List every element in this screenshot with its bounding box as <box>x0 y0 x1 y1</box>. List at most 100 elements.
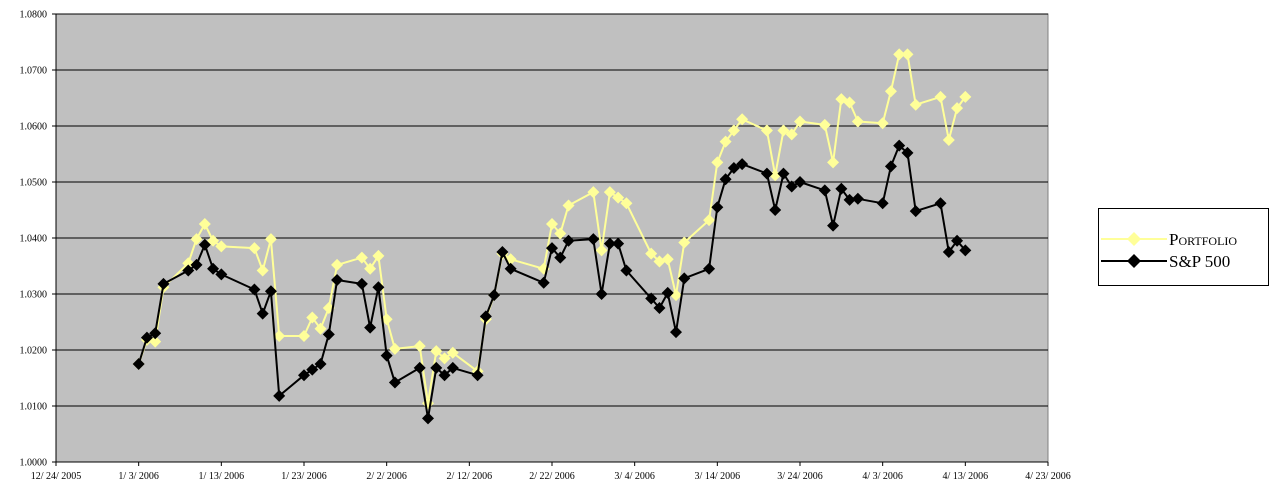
data-point <box>314 358 327 370</box>
series-layer <box>132 48 972 425</box>
data-point <box>835 182 848 195</box>
y-tick-label: 1.0000 <box>20 458 48 469</box>
data-point <box>198 238 211 251</box>
data-point <box>149 335 162 348</box>
data-point <box>719 135 732 148</box>
data-point <box>537 276 550 289</box>
data-point <box>504 262 517 275</box>
data-point <box>380 349 393 362</box>
data-point <box>157 277 170 290</box>
data-point <box>446 361 459 374</box>
data-point <box>364 321 377 334</box>
data-point <box>959 244 972 257</box>
data-point <box>603 186 616 199</box>
data-point <box>355 251 368 264</box>
data-point <box>760 124 773 137</box>
data-point <box>322 328 335 341</box>
data-point <box>777 167 790 180</box>
data-point <box>653 302 666 314</box>
data-point <box>727 124 740 137</box>
data-point <box>942 246 955 258</box>
data-point <box>446 346 459 359</box>
data-point <box>306 311 319 324</box>
data-point <box>314 322 327 335</box>
data-point <box>794 115 806 128</box>
legend-marker-portfolio <box>1101 232 1167 246</box>
y-tick-label: 1.0500 <box>20 178 48 189</box>
data-point <box>190 258 203 271</box>
x-tick-label: 1/ 23/ 2006 <box>281 471 327 482</box>
data-point <box>760 167 773 180</box>
data-point <box>884 85 897 98</box>
data-point <box>942 134 955 146</box>
data-point <box>248 283 261 296</box>
data-point <box>562 234 575 247</box>
data-point <box>645 247 658 260</box>
y-tick-label: 1.0800 <box>20 10 48 21</box>
data-point <box>620 264 633 277</box>
data-point <box>595 244 608 257</box>
legend: Portfolio S&P 500 <box>1098 208 1269 286</box>
data-point <box>876 117 889 130</box>
data-point <box>612 191 625 204</box>
x-tick-label: 4/ 23/ 2006 <box>1025 471 1071 482</box>
x-tick-label: 2/ 12/ 2006 <box>447 471 493 482</box>
data-point <box>554 251 567 264</box>
data-point <box>794 176 806 188</box>
data-point <box>198 218 211 230</box>
data-point <box>140 331 153 344</box>
data-point <box>430 345 443 358</box>
data-point <box>256 307 269 320</box>
y-tick-label: 1.0600 <box>20 122 48 133</box>
data-point <box>909 205 922 218</box>
y-tick-label: 1.0200 <box>20 346 48 357</box>
data-point <box>372 249 385 262</box>
data-point <box>670 326 682 339</box>
data-point <box>785 180 798 193</box>
data-point <box>182 257 195 270</box>
data-point <box>901 146 914 159</box>
data-point <box>736 113 749 126</box>
data-point <box>777 124 790 137</box>
data-point <box>951 234 964 247</box>
series-sp500 <box>132 139 972 425</box>
data-point <box>438 369 451 382</box>
data-point <box>422 412 434 425</box>
data-point <box>703 262 716 275</box>
data-point <box>546 242 558 255</box>
data-point <box>827 219 840 232</box>
data-point <box>554 227 567 240</box>
data-point <box>496 246 509 258</box>
data-point <box>703 214 716 227</box>
data-point <box>670 289 682 302</box>
x-tick-label: 3/ 24/ 2006 <box>777 471 823 482</box>
data-point <box>711 156 724 169</box>
data-point <box>909 98 922 111</box>
data-point <box>248 242 261 255</box>
data-point <box>587 233 600 246</box>
data-point <box>182 264 195 277</box>
data-point <box>413 340 426 353</box>
data-point <box>331 274 344 286</box>
x-tick-label: 3/ 14/ 2006 <box>695 471 741 482</box>
data-point <box>298 369 310 382</box>
data-point <box>661 286 674 299</box>
data-point <box>215 268 228 281</box>
data-point <box>612 237 625 250</box>
data-point <box>562 199 575 212</box>
data-point <box>620 197 633 210</box>
data-point <box>438 352 451 365</box>
data-point <box>884 160 897 173</box>
data-point <box>769 204 782 216</box>
data-point <box>678 236 691 249</box>
data-point <box>893 48 906 61</box>
data-point <box>959 90 972 103</box>
data-point <box>273 330 286 342</box>
y-tick-label: 1.0700 <box>20 66 48 77</box>
y-axis: 1.0000 1.0100 1.0200 1.0300 1.0400 1.0500 1.06… <box>20 10 57 469</box>
data-point <box>736 158 749 171</box>
data-point <box>471 369 484 382</box>
x-axis: 12/ 24/ 2005 1/ 3/ 2006 1/ 13/ 2006 1/ 23/ … <box>31 461 1071 482</box>
data-point <box>653 255 666 268</box>
data-point <box>207 262 220 275</box>
